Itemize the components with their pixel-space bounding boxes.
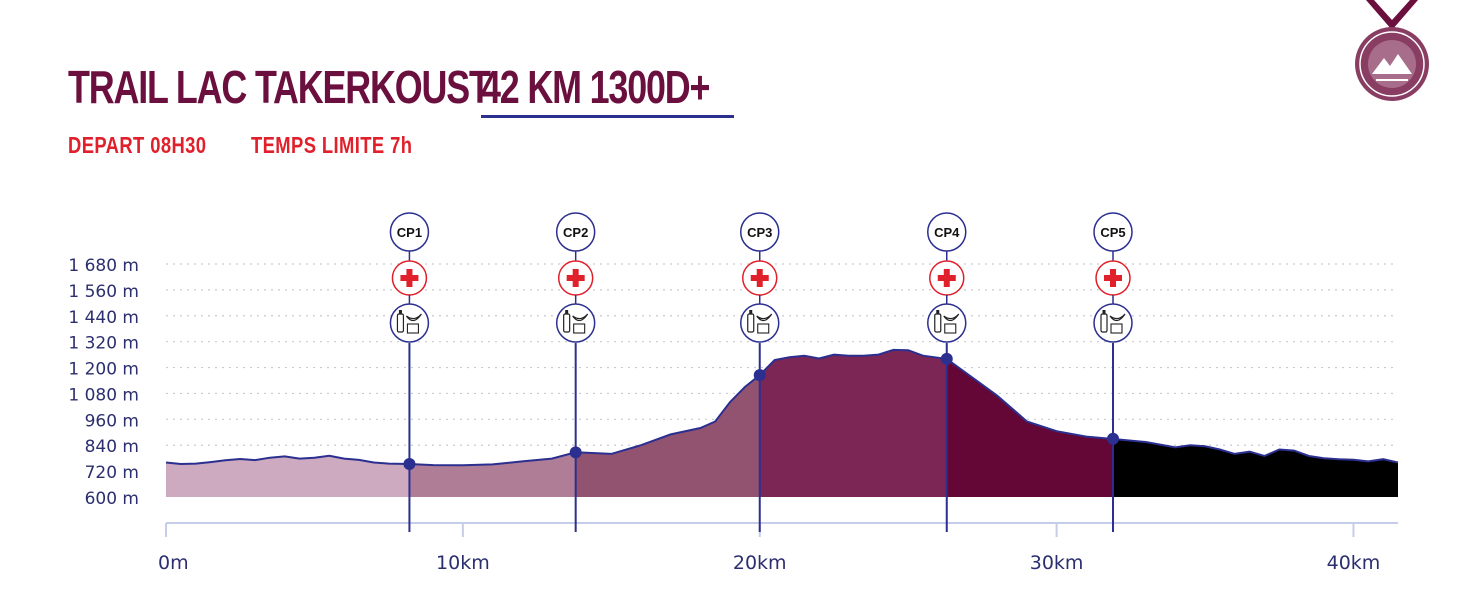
y-tick-label: 1 440 m (68, 308, 139, 328)
refreshment-icon (739, 303, 780, 343)
elevation-area (166, 349, 1398, 497)
food-box (944, 323, 957, 334)
y-tick-label: 840 m (85, 437, 139, 457)
x-axis: 0m 10km 20km 30km 40km (158, 522, 1398, 574)
elevation-segment (1113, 438, 1398, 497)
x-tick-label: 20km (733, 552, 787, 574)
banana-shape (1109, 313, 1126, 322)
banana-shape (943, 313, 960, 322)
first-aid-icon (557, 260, 594, 296)
first-aid-icon (1095, 260, 1131, 296)
checkpoint-label: CP3 (747, 225, 772, 240)
y-tick-label: 1 080 m (68, 385, 139, 405)
food-box (1110, 323, 1123, 334)
food-box (757, 323, 770, 334)
checkpoint-cp2: CP2 (555, 212, 596, 532)
banana-shape (405, 313, 422, 322)
first-aid-icon (391, 260, 428, 296)
y-tick-label: 720 m (85, 463, 139, 483)
checkpoint-dot (753, 369, 766, 382)
x-tick-label: 0m (158, 552, 189, 574)
bottle-cap (565, 310, 569, 314)
checkpoint-label: CP2 (563, 225, 588, 240)
y-tick-label: 1 320 m (68, 334, 139, 354)
refreshment-circle (739, 303, 780, 343)
cross-horizontal (566, 275, 585, 281)
cross-horizontal (937, 275, 956, 281)
bottle-cap (936, 310, 940, 314)
distance-underline (481, 115, 734, 118)
checkpoint-cp1: CP1 (389, 212, 430, 532)
elevation-segment (409, 452, 576, 497)
checkpoint-dot (403, 457, 416, 470)
cross-horizontal (1104, 275, 1123, 281)
banana-shape (572, 313, 589, 322)
bottle-cap (398, 310, 402, 314)
banana-shape (756, 313, 773, 322)
y-tick-label: 600 m (85, 489, 139, 509)
elevation-line (165, 348, 1399, 467)
medal-logo-icon (1355, 0, 1429, 101)
refreshment-icon (389, 303, 430, 343)
y-tick-label: 1 680 m (68, 256, 139, 276)
bottle-cap (1102, 310, 1106, 314)
checkpoint-cp4: CP4 (927, 212, 967, 532)
refreshment-circle (555, 303, 596, 343)
checkpoint-dot (940, 352, 953, 365)
refreshment-circle (927, 303, 967, 343)
refreshment-circle (1093, 303, 1133, 343)
y-axis: 600 m 720 m 840 m 960 m 1 080 m 1 200 m 1 320 … (68, 256, 139, 509)
cross-horizontal (400, 275, 419, 281)
race-title: TRAIL LAC TAKERKOUST (68, 61, 491, 113)
x-tick-label: 10km (436, 552, 490, 574)
refreshment-icon (927, 303, 967, 343)
distance-wrap: 42 KM 1300D+ (481, 60, 774, 114)
first-aid-icon (741, 260, 778, 296)
checkpoint-label: CP4 (934, 225, 960, 240)
checkpoint-cp3: CP3 (739, 212, 780, 532)
bottle-cap (749, 310, 753, 314)
checkpoint-dot (569, 446, 582, 459)
race-distance: 42 KM 1300D+ (481, 61, 710, 113)
checkpoint-label: CP1 (397, 225, 422, 240)
x-tick-label: 30km (1030, 552, 1084, 574)
refreshment-icon (1093, 303, 1133, 343)
checkpoint-dot (1107, 432, 1120, 445)
y-tick-label: 960 m (85, 411, 139, 431)
title-row: TRAIL LAC TAKERKOUST 42 KM 1300D+ (68, 60, 734, 118)
x-tick-label: 40km (1327, 552, 1381, 574)
cross-horizontal (750, 275, 769, 281)
checkpoint-cp5: CP5 (1093, 212, 1133, 532)
checkpoints: CP1 CP2 CP3 CP4 CP5 (389, 212, 1133, 532)
elevation-segment (166, 455, 410, 497)
elevation-segment (946, 358, 1114, 497)
food-box (573, 323, 586, 334)
refreshment-icon (555, 303, 596, 343)
y-tick-label: 1 200 m (68, 360, 139, 380)
depart-time: DEPART 08H30 (68, 132, 207, 158)
first-aid-icon (929, 260, 965, 296)
time-limit: TEMPS LIMITE 7h (251, 132, 413, 158)
elevation-segment (759, 349, 947, 497)
refreshment-circle (389, 303, 430, 343)
food-box (406, 323, 419, 334)
checkpoint-label: CP5 (1100, 225, 1125, 240)
y-tick-label: 1 560 m (68, 282, 139, 302)
